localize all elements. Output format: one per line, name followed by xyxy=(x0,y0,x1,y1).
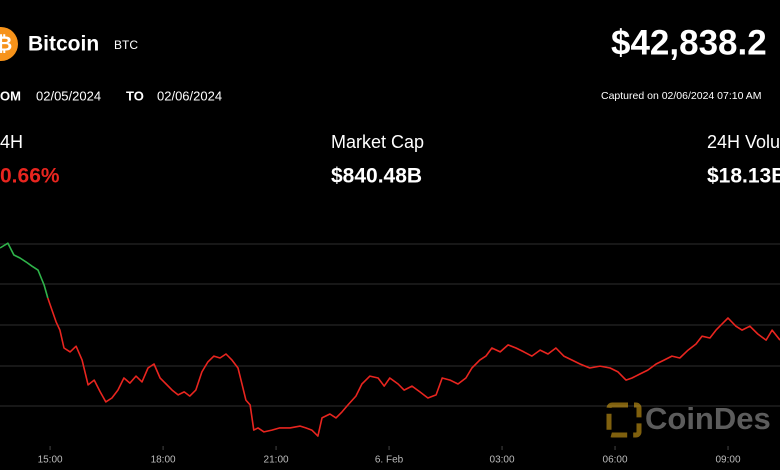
price-line xyxy=(0,242,49,299)
price: $42,838.2 xyxy=(611,23,767,62)
x-tick-label: 15:00 xyxy=(38,455,63,466)
watermark: CoinDes xyxy=(606,401,771,438)
x-tick-label: 09:00 xyxy=(716,455,741,466)
price-line xyxy=(47,297,780,437)
x-tick-label: 03:00 xyxy=(490,455,515,466)
from-date: 02/05/2024 xyxy=(36,88,101,103)
bitcoin-icon-glyph: ₿ xyxy=(0,33,12,55)
bitcoin-icon xyxy=(0,27,18,61)
stat-label: 4H xyxy=(0,132,23,152)
stat-label: 24H Volu xyxy=(707,132,780,152)
plot: 15:00 18:00 21:00 6. Feb 03:00 06:00 09:00 xyxy=(0,242,780,466)
x-tick-label: 21:00 xyxy=(264,455,289,466)
watermark-text: CoinDes xyxy=(645,401,771,436)
x-tick-label: 06:00 xyxy=(603,455,628,466)
from-label: OM xyxy=(0,88,21,103)
to-date: 02/06/2024 xyxy=(157,88,222,103)
stat-value: $840.48B xyxy=(331,165,422,188)
to-label: TO xyxy=(126,88,144,103)
watermark-icon xyxy=(606,402,642,438)
asset-name: Bitcoin xyxy=(28,33,99,56)
asset-symbol: BTC xyxy=(114,38,138,52)
x-tick-label: 18:00 xyxy=(151,455,176,466)
stat-label: Market Cap xyxy=(331,132,424,152)
stat-value: 0.66% xyxy=(0,165,60,188)
stat-value: $18.13B xyxy=(707,165,780,188)
grid xyxy=(0,243,780,407)
captured-time: Captured on 02/06/2024 07:10 AM xyxy=(601,90,762,102)
x-tick-label: 6. Feb xyxy=(375,455,404,466)
